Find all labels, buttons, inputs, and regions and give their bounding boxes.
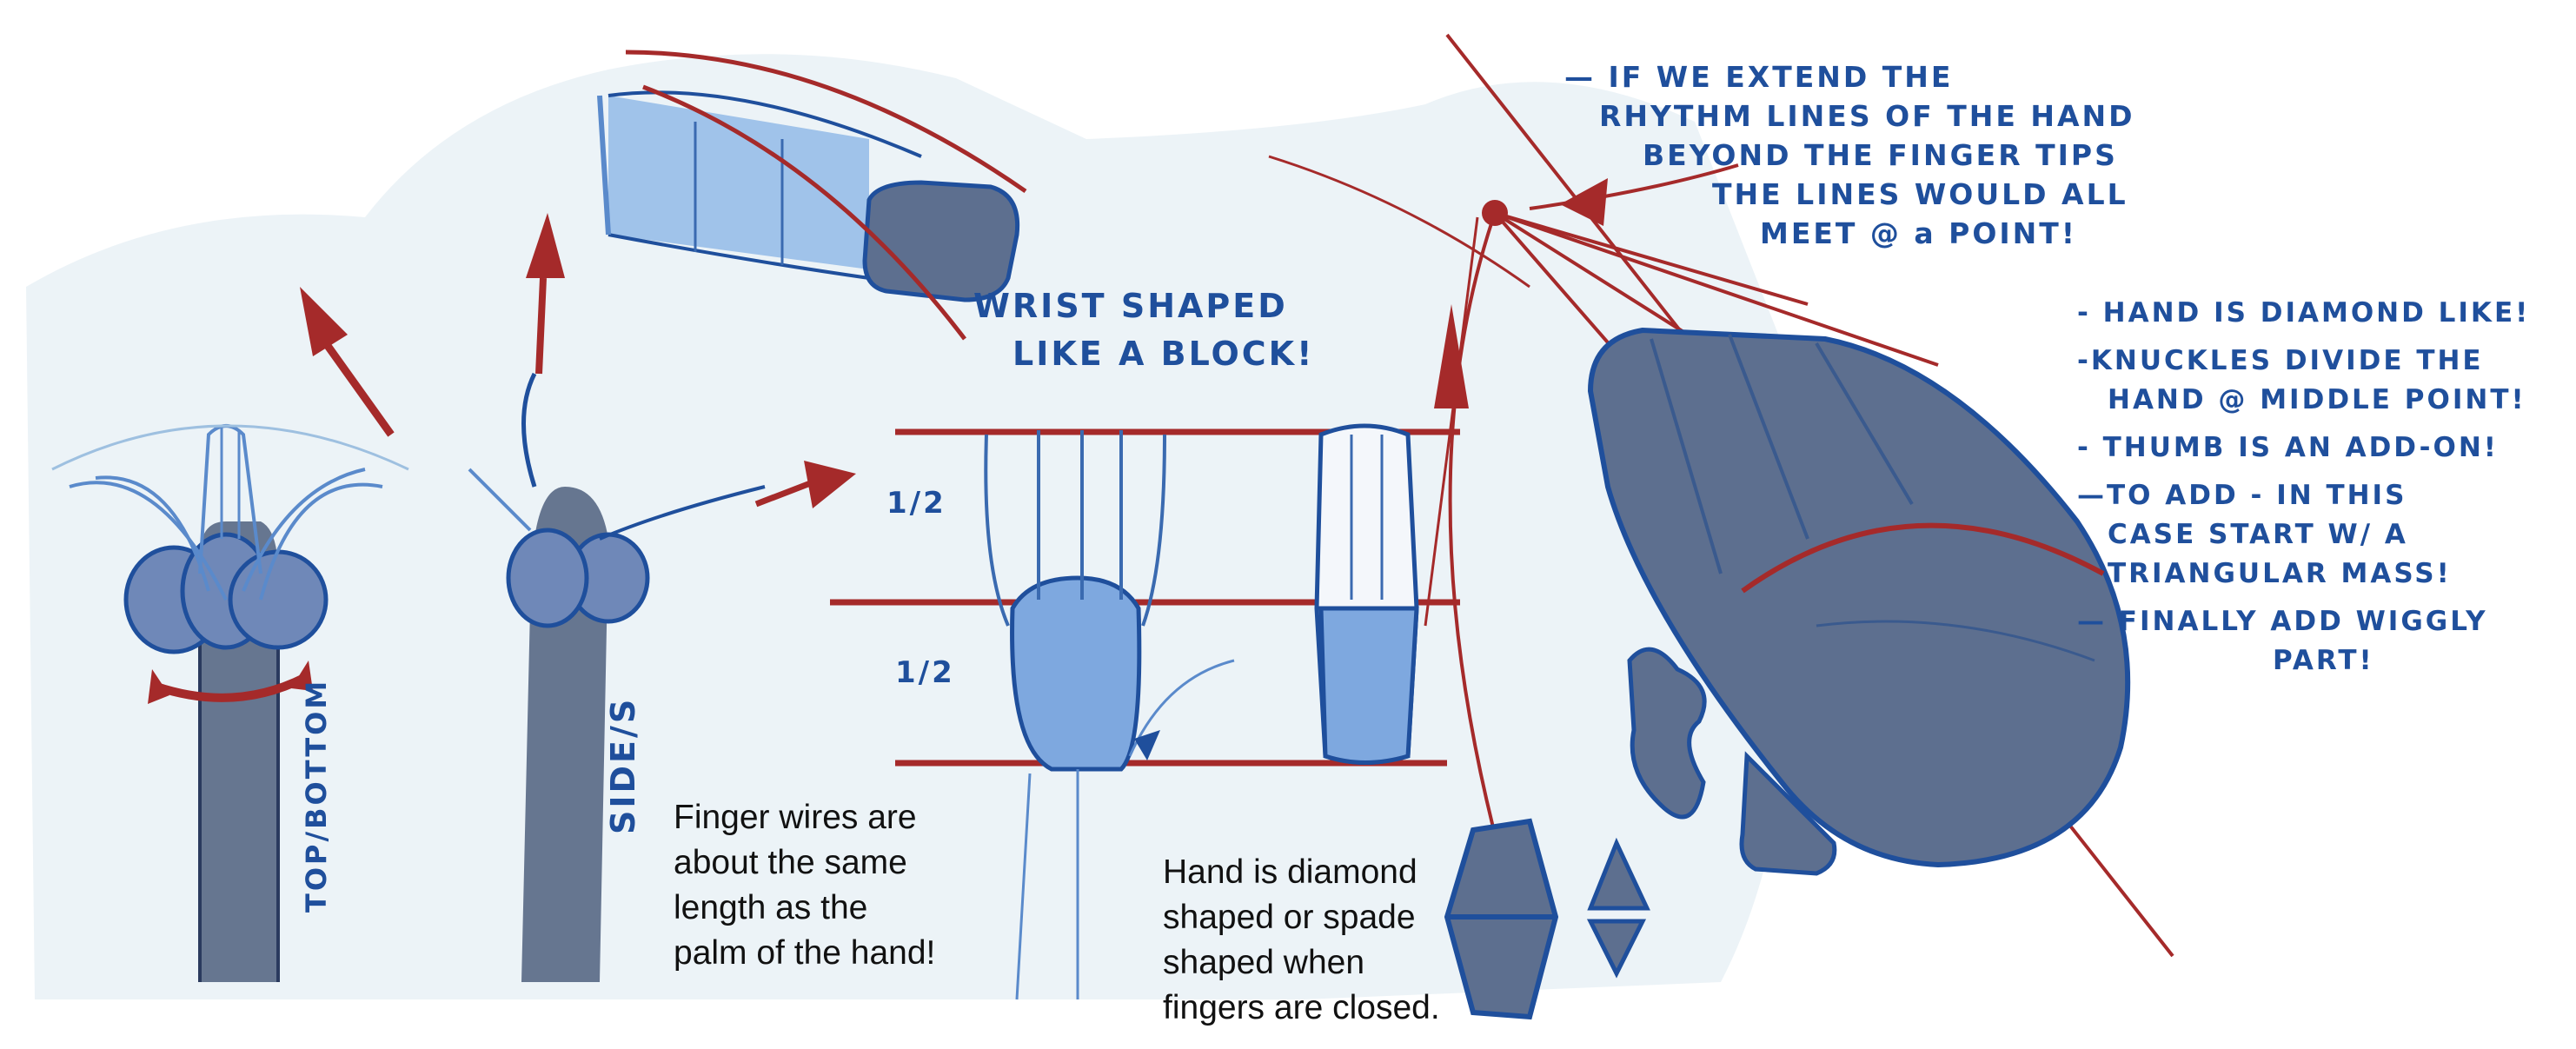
wrist-note-line-1: WRIST SHAPED xyxy=(973,287,1288,325)
finger-wires-caption: Finger wires are about the same length a… xyxy=(674,799,936,972)
note-line-8: — FINALLY ADD WIGGLY xyxy=(2077,606,2488,637)
note-line-5: —TO ADD - IN THIS xyxy=(2077,480,2407,511)
wrist-side-view xyxy=(468,372,766,982)
thumb-shapes xyxy=(1627,647,1837,876)
wrist-note-line-2: LIKE A BLOCK! xyxy=(1012,335,1314,373)
note-line-3: HAND @ MIDDLE POINT! xyxy=(2108,384,2526,415)
spade-shape-small xyxy=(1586,837,1650,979)
note-line-4: - THUMB IS AN ADD-ON! xyxy=(2077,432,2499,463)
rhythm-note-line-3: BEYOND THE FINGER TIPS xyxy=(1643,138,2118,172)
sides-label: SIDE/S xyxy=(604,697,642,834)
direction-arrow-3 xyxy=(754,461,856,508)
hand-diamond-mass xyxy=(1587,327,2131,868)
diamond-shape-small xyxy=(1444,818,1559,1020)
rhythm-note-line-4: THE LINES WOULD ALL xyxy=(1712,177,2128,211)
finger-side-diagram xyxy=(1314,423,1419,765)
note-line-9: PART! xyxy=(2273,645,2374,676)
rhythm-note-line-5: MEET @ a POINT! xyxy=(1760,216,2077,250)
note-line-2: -KNUCKLES DIVIDE THE xyxy=(2077,345,2484,376)
direction-arrow-1 xyxy=(300,287,395,437)
half-top-label: 1/2 xyxy=(886,486,946,521)
note-line-6: CASE START W/ A xyxy=(2108,519,2408,550)
half-bottom-label: 1/2 xyxy=(895,655,955,690)
note-line-7: TRIANGULAR MASS! xyxy=(2108,558,2452,589)
note-line-1: - HAND IS DIAMOND LIKE! xyxy=(2077,297,2530,329)
top-bottom-label: TOP/BOTTOM xyxy=(300,679,333,913)
wrist-block xyxy=(597,50,1027,341)
rhythm-note-line-1: — IF WE EXTEND THE xyxy=(1564,60,1953,94)
direction-arrow-2 xyxy=(526,213,565,375)
rhythm-note-line-2: RHYTHM LINES OF THE HAND xyxy=(1599,99,2135,133)
wrist-top-view xyxy=(51,424,409,982)
finger-front-diagram xyxy=(984,430,1235,1000)
diamond-caption: Hand is diamond shaped or spade shaped w… xyxy=(1163,853,1440,1026)
